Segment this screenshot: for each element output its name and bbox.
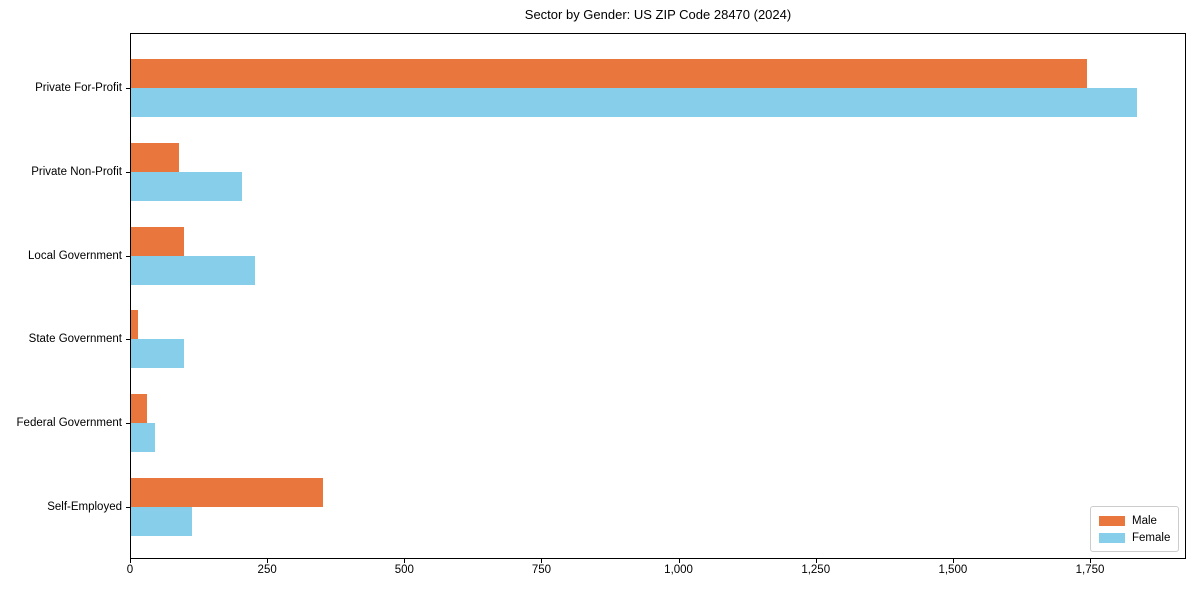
bar-female-self-employed — [131, 507, 192, 536]
bar-female-state-government — [131, 339, 185, 369]
x-tick-label-1500: 1,500 — [938, 564, 968, 576]
bar-male-state-government — [131, 310, 139, 340]
bar-female-local-government — [131, 255, 255, 285]
male-series-swatch — [1099, 515, 1125, 526]
x-tick-label-1250: 1,250 — [801, 564, 831, 576]
y-tick-mark-local-government — [126, 255, 130, 257]
plot-area — [130, 33, 1186, 559]
bar-male-federal-government — [131, 394, 147, 424]
y-tick-mark-private-for-profit — [126, 88, 130, 89]
bar-female-private-non-profit — [131, 171, 243, 201]
x-tick-mark-500 — [404, 559, 406, 563]
x-tick-mark-1500 — [952, 559, 954, 563]
x-tick-mark-750 — [541, 559, 543, 563]
legend-item-male: Male — [1099, 512, 1170, 529]
legend: Male Female — [1090, 506, 1179, 552]
bar-female-federal-government — [131, 423, 156, 453]
chart-title: Sector by Gender: US ZIP Code 28470 (202… — [524, 7, 792, 22]
x-tick-mark-1750 — [1090, 559, 1091, 563]
bar-female-private-for-profit — [131, 88, 1137, 117]
x-tick-mark-0 — [130, 559, 131, 563]
x-tick-mark-1000 — [678, 559, 680, 563]
x-tick-label-750: 750 — [531, 564, 552, 576]
x-tick-mark-1250 — [815, 559, 817, 563]
y-tick-label-state-government: State Government — [28, 333, 122, 346]
x-tick-label-0: 0 — [126, 564, 134, 576]
y-tick-label-self-employed: Self-Employed — [47, 501, 122, 513]
y-tick-mark-private-non-profit — [126, 171, 130, 173]
legend-label-male: Male — [1132, 514, 1157, 527]
bar-male-local-government — [131, 226, 185, 256]
y-tick-label-local-government: Local Government — [28, 249, 122, 262]
y-tick-label-private-non-profit: Private Non-Profit — [31, 165, 122, 178]
female-series-swatch — [1099, 532, 1125, 543]
x-tick-label-500: 500 — [394, 564, 414, 576]
x-tick-label-250: 250 — [257, 564, 277, 576]
y-tick-mark-federal-government — [126, 423, 130, 425]
bar-male-private-non-profit — [131, 142, 180, 172]
x-tick-label-1000: 1,000 — [664, 564, 693, 576]
y-tick-label-private-for-profit: Private For-Profit — [35, 82, 122, 94]
y-tick-mark-self-employed — [126, 507, 130, 508]
bar-male-private-for-profit — [131, 59, 1088, 88]
x-tick-mark-250 — [267, 559, 269, 563]
legend-label-female: Female — [1132, 531, 1171, 544]
y-tick-label-federal-government: Federal Government — [16, 417, 122, 430]
y-tick-mark-state-government — [126, 339, 130, 341]
x-tick-label-1750: 1,750 — [1075, 564, 1105, 576]
bar-male-self-employed — [131, 478, 323, 507]
legend-item-female: Female — [1099, 529, 1170, 546]
